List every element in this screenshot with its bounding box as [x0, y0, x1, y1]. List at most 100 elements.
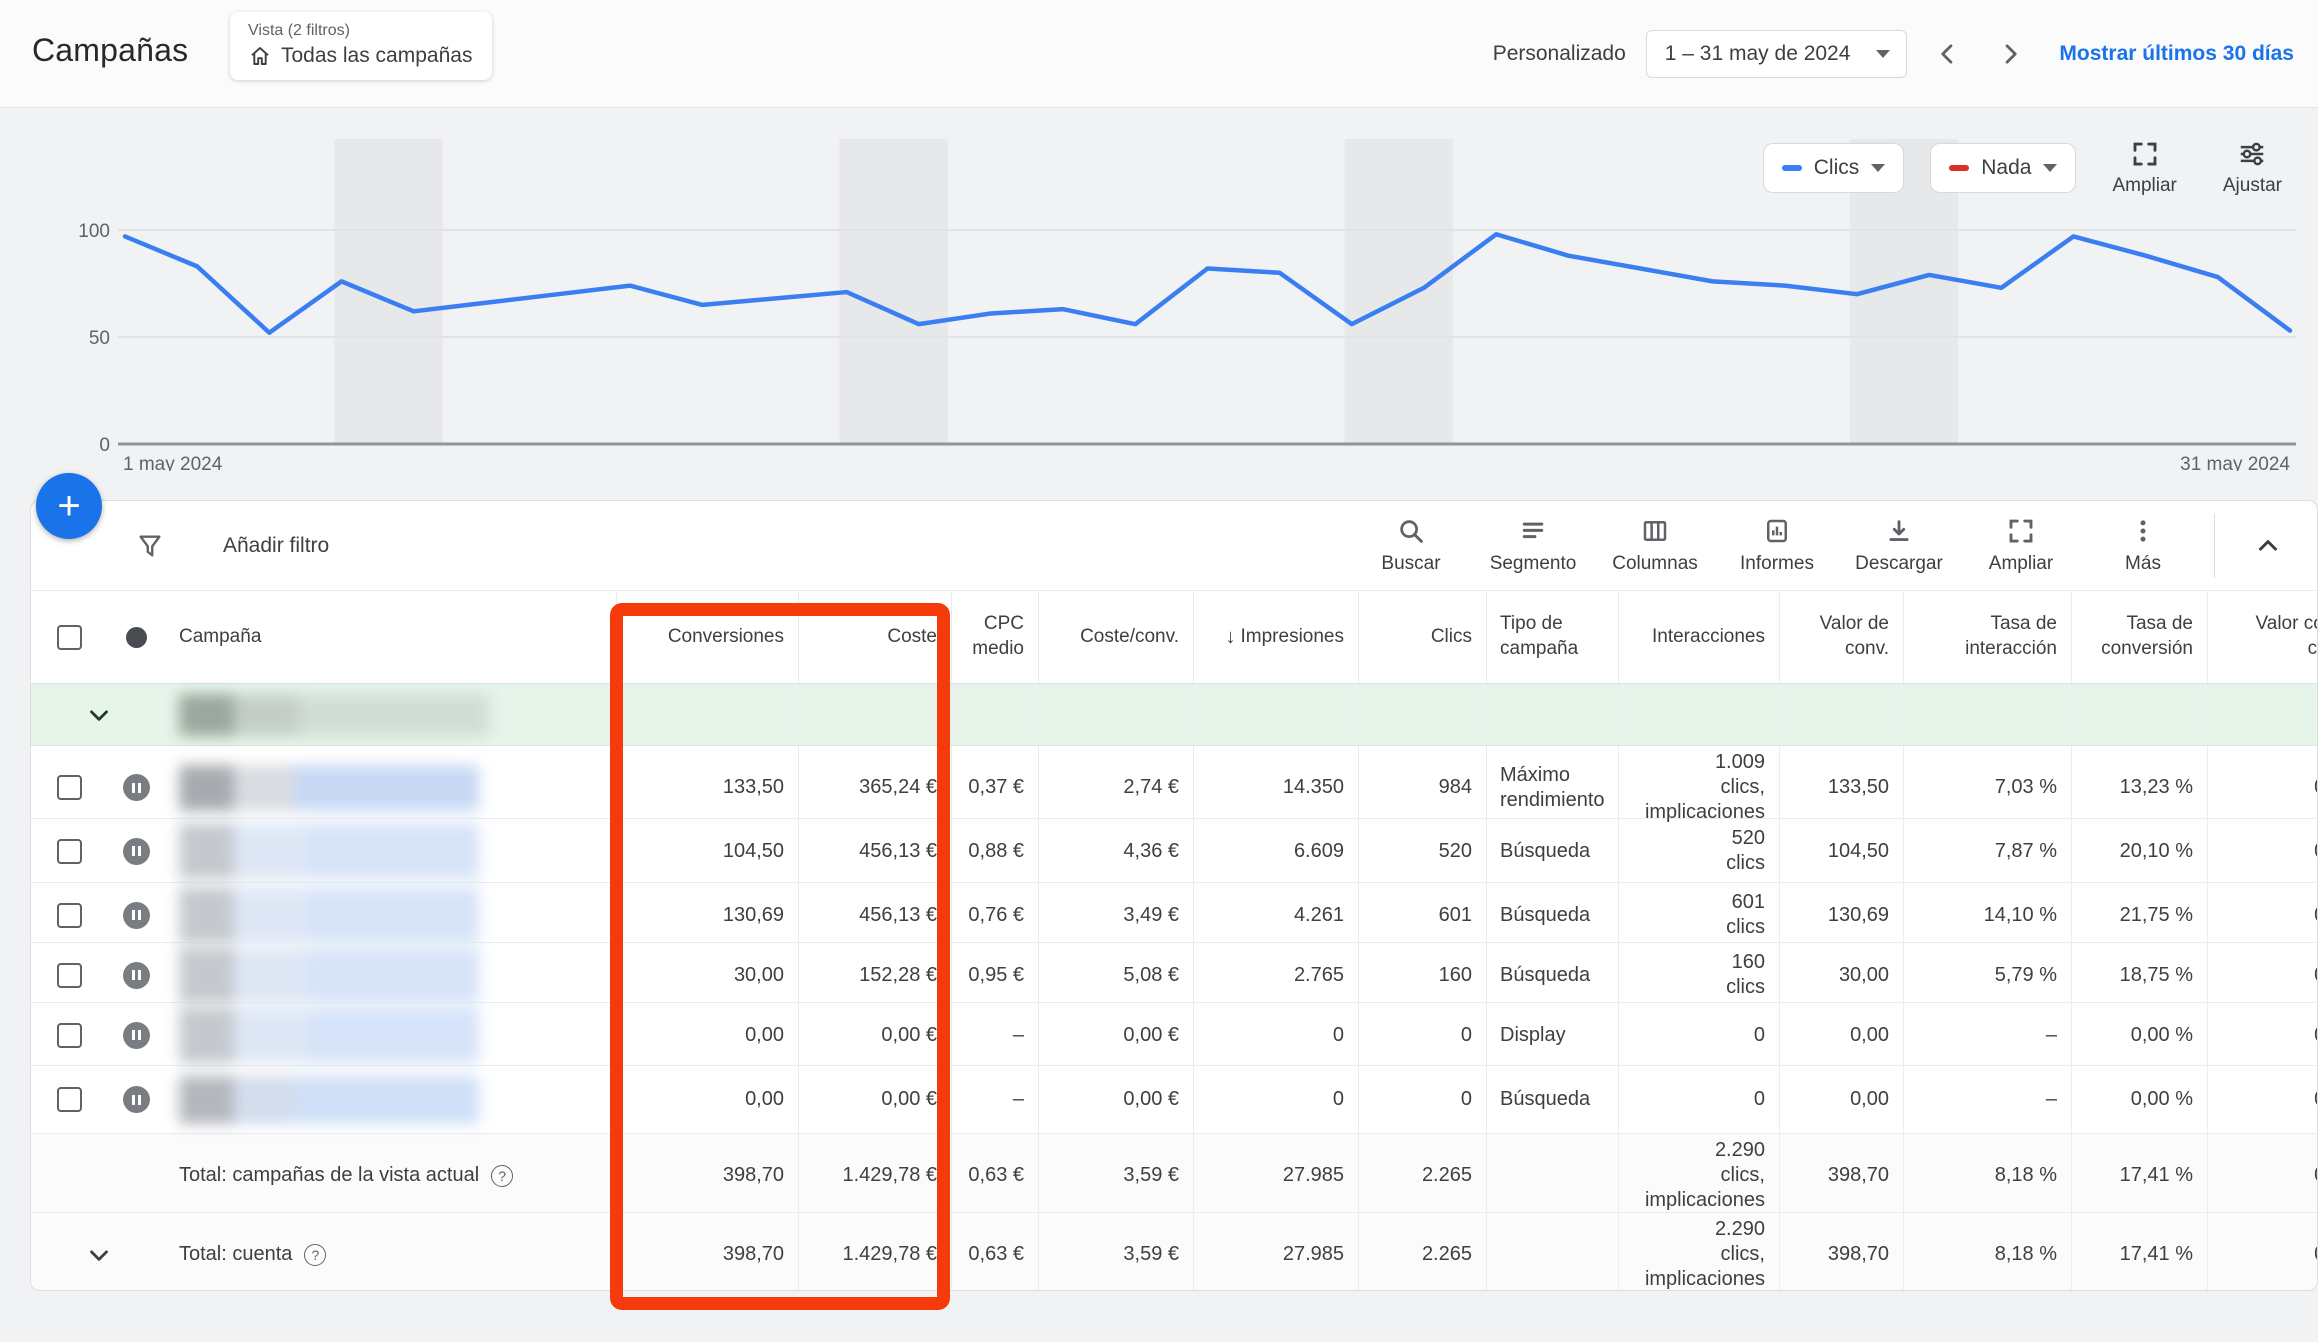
- col-header-coste-conv[interactable]: Coste/conv.: [1080, 625, 1179, 647]
- row-checkbox[interactable]: [56, 838, 82, 864]
- row-checkbox[interactable]: [56, 1022, 82, 1048]
- cell-coste: 456,13 €: [859, 903, 937, 926]
- cell-coste-conv: 3,59 €: [1123, 1243, 1179, 1265]
- col-header-valor-conv[interactable]: Valor de conv.: [1819, 613, 1889, 659]
- svg-text:50: 50: [89, 328, 110, 349]
- cell-cpc-medio: –: [1012, 1023, 1024, 1046]
- add-filter-label: Añadir filtro: [223, 533, 330, 557]
- row-checkbox[interactable]: [56, 775, 82, 800]
- paused-status-icon[interactable]: [123, 901, 150, 929]
- cell-valor-conv-coste: 0,37: [2314, 775, 2317, 800]
- expand-total-button[interactable]: [31, 1213, 166, 1290]
- cell-clics: 601: [1438, 903, 1472, 926]
- cell-impresiones: 4.261: [1293, 903, 1344, 926]
- cell-impresiones: 27.985: [1282, 1243, 1344, 1265]
- cell-coste-conv: 3,59 €: [1123, 1164, 1179, 1186]
- col-header-conversiones[interactable]: Conversiones: [667, 625, 784, 647]
- toolbar-button-segmento[interactable]: Segmento: [1472, 516, 1594, 575]
- col-header-impresiones[interactable]: Impresiones: [1240, 625, 1345, 647]
- toolbar-button-ampliar[interactable]: Ampliar: [1960, 516, 2082, 575]
- cell-impresiones: 27.985: [1282, 1164, 1344, 1186]
- cell-valor-conv-coste: 0,00: [2314, 1087, 2317, 1112]
- col-header-valor-conv-coste[interactable]: Valor conv./ coste: [2255, 613, 2318, 659]
- toolbar-button-informes[interactable]: Informes: [1716, 516, 1838, 575]
- row-checkbox[interactable]: [56, 1087, 82, 1112]
- chart-adjust-label: Ajustar: [2222, 175, 2282, 196]
- col-header-coste[interactable]: Coste: [887, 625, 937, 647]
- toolbar-button-columnas[interactable]: Columnas: [1594, 516, 1716, 575]
- svg-text:100: 100: [78, 221, 110, 242]
- chart-adjust-button[interactable]: Ajustar: [2213, 137, 2292, 199]
- cell-cpc-medio: 0,76 €: [968, 903, 1024, 926]
- top-bar: Campañas Vista (2 filtros) Todas las cam…: [0, 0, 2318, 108]
- cell-coste: 365,24 €: [859, 776, 937, 798]
- account-name-redacted[interactable]: [179, 693, 489, 736]
- previous-period-button[interactable]: [1927, 33, 1969, 75]
- campaign-name-redacted[interactable]: [179, 1007, 479, 1063]
- cell-tasa-interaccion: 8,18 %: [1994, 1243, 2057, 1265]
- col-header-campana[interactable]: Campaña: [179, 625, 262, 647]
- metric-2-label: Nada: [1981, 156, 2032, 179]
- cell-coste: 1.429,78 €: [842, 1164, 937, 1186]
- toolbar-button-más[interactable]: Más: [2082, 516, 2204, 575]
- col-header-interacciones[interactable]: Interacciones: [1651, 625, 1765, 647]
- metric-2-select[interactable]: Nada: [1930, 143, 2077, 193]
- toolbar-button-descargar[interactable]: Descargar: [1838, 516, 1960, 575]
- help-icon[interactable]: ?: [491, 1164, 514, 1187]
- toolbar-divider: [2214, 513, 2215, 578]
- row-checkbox[interactable]: [56, 962, 82, 988]
- sliders-icon: [2241, 142, 2264, 166]
- cell-valor-conv: 130,69: [1827, 903, 1889, 926]
- col-header-tasa-interaccion[interactable]: Tasa de interacción: [1965, 613, 2057, 659]
- cell-conversiones: 30,00: [733, 963, 784, 986]
- col-header-clics[interactable]: Clics: [1430, 625, 1472, 647]
- add-filter-button[interactable]: Añadir filtro: [135, 531, 329, 561]
- paused-status-icon[interactable]: [123, 961, 150, 989]
- table-header-row: Campaña Conversiones Coste CPC medio Cos…: [31, 591, 2317, 684]
- add-campaign-button[interactable]: +: [36, 473, 102, 539]
- metric-1-select[interactable]: Clics: [1762, 143, 1905, 193]
- toolbar-button-buscar[interactable]: Buscar: [1350, 516, 1472, 575]
- campaign-name-redacted[interactable]: [179, 764, 479, 811]
- row-checkbox[interactable]: [56, 902, 82, 928]
- date-range-select[interactable]: 1 – 31 may de 2024: [1645, 30, 1908, 78]
- cell-coste-conv: 3,49 €: [1123, 903, 1179, 926]
- view-filter-chip[interactable]: Vista (2 filtros) Todas las campañas: [230, 12, 493, 80]
- campaign-name-redacted[interactable]: [179, 887, 479, 943]
- cell-impresiones: 0: [1332, 1088, 1344, 1110]
- paused-status-icon[interactable]: [123, 837, 150, 865]
- paused-status-icon[interactable]: [123, 1021, 150, 1049]
- cell-interacciones: 1.009 clics, implicaciones: [1644, 751, 1765, 823]
- filter-funnel-icon: [139, 534, 161, 557]
- expand-total-button[interactable]: [31, 1134, 166, 1217]
- collapse-group-button[interactable]: [31, 684, 166, 745]
- campaign-row: 130,69 456,13 € 0,76 € 3,49 € 4.261 601 …: [31, 883, 2317, 947]
- chevron-down-icon: [1871, 164, 1886, 172]
- show-last-30-days-link[interactable]: Mostrar últimos 30 días: [2059, 42, 2294, 65]
- cell-interacciones: 520 clics: [1726, 827, 1765, 874]
- next-period-button[interactable]: [1989, 33, 2031, 75]
- campaign-name-redacted[interactable]: [179, 947, 479, 1003]
- campaign-row: 0,00 0,00 € – 0,00 € 0 0 Display 0 0,00 …: [31, 1003, 2317, 1067]
- collapse-table-button[interactable]: [2233, 531, 2303, 561]
- col-header-tipo-campana[interactable]: Tipo de campaña: [1500, 613, 1579, 659]
- chart-expand-button[interactable]: Ampliar: [2102, 137, 2186, 199]
- status-filter-dot[interactable]: [126, 626, 147, 648]
- paused-status-icon[interactable]: [123, 1086, 150, 1113]
- col-header-tasa-conversion[interactable]: Tasa de conversión: [2101, 613, 2193, 659]
- chevron-down-icon: [1876, 50, 1891, 58]
- date-range-value: 1 – 31 may de 2024: [1664, 42, 1851, 65]
- campaign-name-redacted[interactable]: [179, 1075, 479, 1124]
- cell-cpc-medio: 0,63 €: [968, 1164, 1024, 1186]
- chevron-up-icon: [2259, 539, 2277, 551]
- plus-icon: +: [57, 483, 81, 528]
- paused-status-icon[interactable]: [123, 774, 150, 801]
- cell-valor-conv: 30,00: [1838, 963, 1889, 986]
- cell-clics: 0: [1460, 1023, 1472, 1046]
- col-header-cpc-medio[interactable]: CPC medio: [972, 613, 1024, 659]
- metric-1-color-dash: [1781, 165, 1802, 171]
- select-all-checkbox[interactable]: [56, 624, 82, 650]
- campaign-name-redacted[interactable]: [179, 823, 479, 879]
- help-icon[interactable]: ?: [304, 1243, 327, 1266]
- cell-tasa-interaccion: –: [2045, 1023, 2057, 1046]
